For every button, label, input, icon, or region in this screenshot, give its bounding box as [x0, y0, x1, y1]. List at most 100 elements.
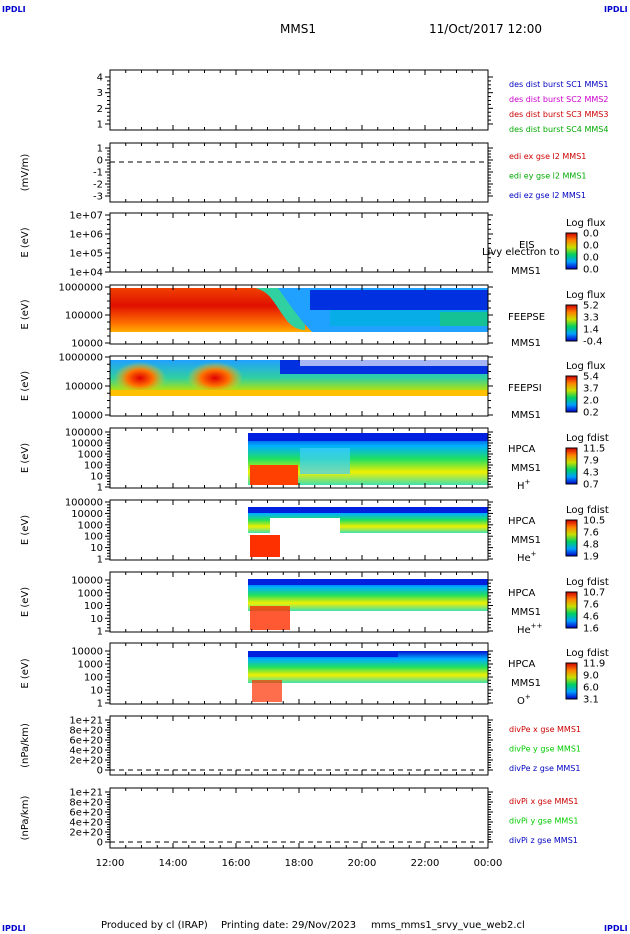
p1-legend-entry: des dist burst SC4 MMS4	[509, 125, 608, 134]
p7-colorbar-tick-label: 7.6	[583, 528, 599, 539]
p7-y-tick-label: 1000	[78, 520, 103, 531]
p8-species-charge: ++	[531, 622, 543, 630]
p7-y-tick-label: 100	[84, 532, 103, 543]
p10-y-tick-label: 8e+20	[69, 726, 103, 737]
p5-colorbar-tick-label: 2.0	[583, 396, 599, 407]
p9-y-axis-label: E (eV)	[20, 658, 31, 688]
p10-y-axis-label: (nPa/km)	[20, 723, 31, 768]
p7-colorbar-tick-label: 10.5	[583, 516, 605, 527]
p10-legend-entry: divPe z gse MMS1	[509, 764, 580, 773]
p9-instrument-label: HPCA	[508, 659, 536, 670]
p2-y-tick-label: -2	[93, 180, 103, 191]
p11-frame	[109, 787, 489, 849]
p6-colorbar-title: Log fdist	[566, 433, 609, 444]
p1-legend-entry: des dist burst SC3 MMS3	[509, 110, 608, 119]
p8-colorbar-tick-label: 10.7	[583, 588, 605, 599]
p2-y-axis-label: (mV/m)	[20, 154, 31, 192]
p9-y-tick-label: 10000	[71, 647, 103, 658]
p4-y-tick-label: 10000	[71, 339, 103, 350]
p6-y-tick-label: 1000	[78, 450, 103, 461]
p3-colorbar-tick-label: 0.0	[583, 229, 599, 240]
p3-colorbar-tick-label: 0.0	[583, 253, 599, 264]
p2-y-tick-label: 0	[97, 156, 103, 167]
p2-y-tick-label: -3	[93, 192, 103, 203]
p11-y-tick-label: 0	[97, 838, 103, 849]
p5-y-axis-label: E (eV)	[20, 371, 31, 401]
p8-y-axis-label: E (eV)	[20, 587, 31, 617]
p8-y-tick-label: 100	[84, 601, 103, 612]
p8-colorbar-tick-label: 1.6	[583, 624, 599, 635]
p3-colorbar-tick-label: 0.0	[583, 241, 599, 252]
p6-y-tick-label: 100000	[65, 428, 103, 439]
hpca-o-spectrogram	[248, 651, 488, 702]
p6-colorbar-tick-label: 0.7	[583, 480, 599, 491]
p5-y-tick-label: 1000000	[58, 353, 103, 364]
p8-colorbar-tick-label: 7.6	[583, 600, 599, 611]
time-axis-tick-label: 14:00	[159, 858, 188, 869]
p3-frame	[109, 212, 489, 273]
p11-y-tick-label: 2e+20	[69, 828, 103, 839]
p2-legend-entry: edi ey gse l2 MMS1	[509, 172, 587, 181]
p7-y-tick-label: 1	[97, 555, 103, 566]
p11-legend-entry: divPi x gse MMS1	[509, 797, 578, 806]
p7-species-label: He+	[517, 550, 537, 564]
feepsi-spectrogram	[110, 360, 488, 396]
p3-instrument-label: EIS	[519, 240, 535, 251]
p2-legend-entry: edi ex gse l2 MMS1	[509, 152, 586, 161]
p11-legend-entry: divPi z gse MMS1	[509, 836, 578, 845]
p11-y-tick-label: 4e+20	[69, 818, 103, 829]
p7-species-charge: +	[531, 550, 537, 558]
p1-y-tick-label: 1	[97, 120, 103, 131]
p5-colorbar-tick-label: 0.2	[583, 408, 599, 419]
p3-y-tick-label: 1e+07	[69, 211, 103, 222]
corner-mark-bl: IPDLI	[2, 924, 26, 933]
p5-instrument-label: FEEPSI	[508, 383, 542, 394]
p3-colorbar-tick-label: 0.0	[583, 265, 599, 276]
p6-colorbar-tick-label: 11.5	[583, 444, 605, 455]
p8-colorbar	[565, 591, 578, 629]
corner-mark-br: IPDLI	[604, 924, 628, 933]
p9-y-tick-label: 100	[84, 673, 103, 684]
p2-y-tick-label: 1	[97, 144, 103, 155]
p7-y-tick-label: 100000	[65, 498, 103, 509]
time-axis-tick-label: 16:00	[222, 858, 251, 869]
time-axis-tick-label: 22:00	[411, 858, 440, 869]
p8-species-label: He++	[517, 622, 543, 636]
p8-spacecraft-label: MMS1	[511, 607, 541, 618]
p9-spacecraft-label: MMS1	[511, 678, 541, 689]
p6-colorbar-tick-label: 4.3	[583, 468, 599, 479]
p8-y-tick-label: 10000	[71, 576, 103, 587]
p5-y-tick-label: 10000	[71, 411, 103, 422]
p6-species-charge: +	[525, 478, 531, 486]
p9-y-tick-label: 10	[90, 686, 103, 697]
p1-y-tick-label: 2	[97, 104, 103, 115]
p4-y-axis-label: E (eV)	[20, 299, 31, 329]
p7-y-axis-label: E (eV)	[20, 515, 31, 545]
footer-produced: Produced by cl (IRAP)	[101, 920, 208, 931]
p4-instrument-label: FEEPSE	[508, 312, 545, 323]
p10-y-tick-label: 1e+21	[69, 716, 103, 727]
p11-y-tick-label: 6e+20	[69, 808, 103, 819]
time-axis-tick-label: 20:00	[348, 858, 377, 869]
p1-legend-entry: des dist burst SC1 MMS1	[509, 80, 608, 89]
p4-colorbar-tick-label: -0.4	[583, 337, 603, 348]
p7-spacecraft-label: MMS1	[511, 535, 541, 546]
p7-colorbar-tick-label: 4.8	[583, 540, 599, 551]
corner-mark-tl: IPDLI	[2, 5, 26, 14]
p8-instrument-label: HPCA	[508, 588, 536, 599]
p3-colorbar	[565, 232, 578, 270]
p3-spacecraft-label: MMS1	[511, 266, 541, 277]
p6-y-tick-label: 10	[90, 472, 103, 483]
p3-overlay-label: Livy electron to	[482, 247, 559, 258]
hpca-he-spectrogram	[248, 507, 488, 558]
p1-y-tick-label: 3	[97, 88, 103, 99]
p7-y-tick-label: 10	[90, 543, 103, 554]
p1-y-tick-label: 4	[97, 73, 103, 84]
p8-colorbar-title: Log fdist	[566, 577, 609, 588]
p6-species-label: H+	[517, 478, 531, 492]
p4-y-tick-label: 100000	[65, 311, 103, 322]
p4-spacecraft-label: MMS1	[511, 338, 541, 349]
p3-colorbar-title: Log flux	[566, 218, 606, 229]
p9-colorbar-tick-label: 3.1	[583, 695, 599, 706]
p3-y-tick-label: 1e+04	[69, 268, 103, 279]
